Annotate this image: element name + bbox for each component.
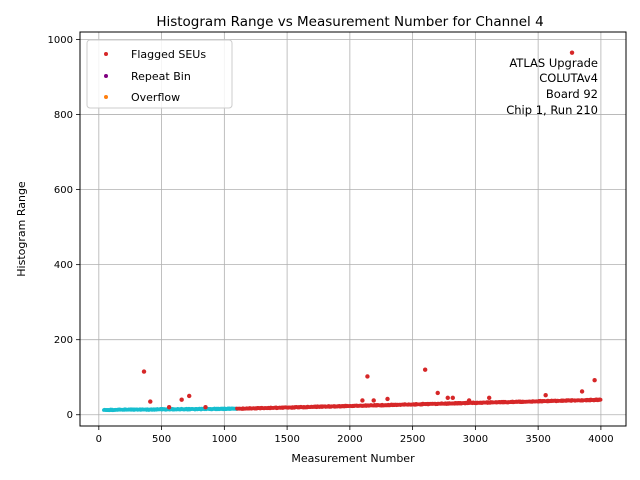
flagged-seu-point: [166, 405, 172, 410]
x-tick-label: 2000: [337, 434, 362, 445]
annotation-line: Board 92: [546, 87, 598, 101]
flagged-seu-point: [203, 405, 208, 410]
x-tick-label: 3500: [525, 434, 550, 445]
x-tick-label: 3000: [463, 434, 488, 445]
annotation: ATLAS Upgrade COLUTAv4 Board 92 Chip 1, …: [506, 56, 598, 117]
x-tick-label: 1000: [212, 434, 237, 445]
flagged-seu-point: [445, 395, 450, 401]
flagged-seu-point: [435, 390, 440, 396]
flagged-seu-point: [179, 397, 184, 402]
flagged-seu-point: [187, 393, 192, 399]
grid: [80, 32, 626, 426]
x-tick-label: 500: [152, 434, 171, 445]
baseline-points: [102, 397, 603, 413]
y-axis-label: Histogram Range: [15, 181, 28, 277]
annotation-line: COLUTAv4: [539, 71, 598, 85]
flagged-points: [141, 50, 602, 410]
legend-box: [86, 39, 233, 109]
legend-marker-overflow: [104, 95, 108, 99]
flagged-seu-point: [597, 397, 602, 402]
legend: Flagged SEUs Repeat Bin Overflow: [86, 39, 233, 109]
y-tick-label: 200: [54, 335, 73, 346]
flagged-seu-point: [371, 398, 376, 403]
legend-label-overflow: Overflow: [131, 91, 180, 104]
flagged-seu-point: [569, 50, 575, 55]
plot-frame: [79, 31, 627, 427]
axis-ticks: 0 500 1000 1500 2000 2500 3000 3500 4000 0 200 400 6…: [48, 35, 614, 445]
flagged-seu-point: [450, 395, 455, 401]
flagged-seu-point: [543, 393, 548, 398]
flagged-seu-point: [365, 374, 370, 379]
annotation-line: Chip 1, Run 210: [506, 103, 598, 117]
chart-title: Histogram Range vs Measurement Number fo…: [156, 14, 543, 30]
x-tick-label: 4000: [588, 434, 613, 445]
flagged-seu-point: [579, 389, 585, 394]
legend-label-repeat: Repeat Bin: [131, 70, 191, 83]
flagged-seu-point: [422, 367, 428, 372]
legend-label-flagged: Flagged SEUs: [131, 48, 206, 61]
flagged-seu-point: [360, 398, 365, 403]
flagged-seu-point: [592, 378, 597, 383]
flagged-seu-point: [466, 398, 472, 403]
y-tick-label: 0: [67, 410, 73, 421]
y-tick-label: 800: [54, 110, 73, 121]
x-tick-label: 0: [96, 434, 102, 445]
x-tick-label: 2500: [400, 434, 425, 445]
x-axis-label: Measurement Number: [291, 452, 415, 465]
y-tick-label: 400: [54, 260, 73, 271]
legend-marker-repeat: [104, 74, 108, 78]
y-tick-label: 1000: [48, 35, 73, 46]
flagged-seu-point: [141, 369, 147, 374]
legend-marker-flagged: [104, 52, 108, 56]
flagged-seu-point: [486, 395, 492, 401]
annotation-line: ATLAS Upgrade: [509, 56, 598, 70]
flagged-seu-point: [385, 396, 390, 402]
x-tick-label: 1500: [274, 434, 299, 445]
flagged-seu-point: [148, 399, 153, 404]
y-tick-label: 600: [54, 185, 73, 196]
